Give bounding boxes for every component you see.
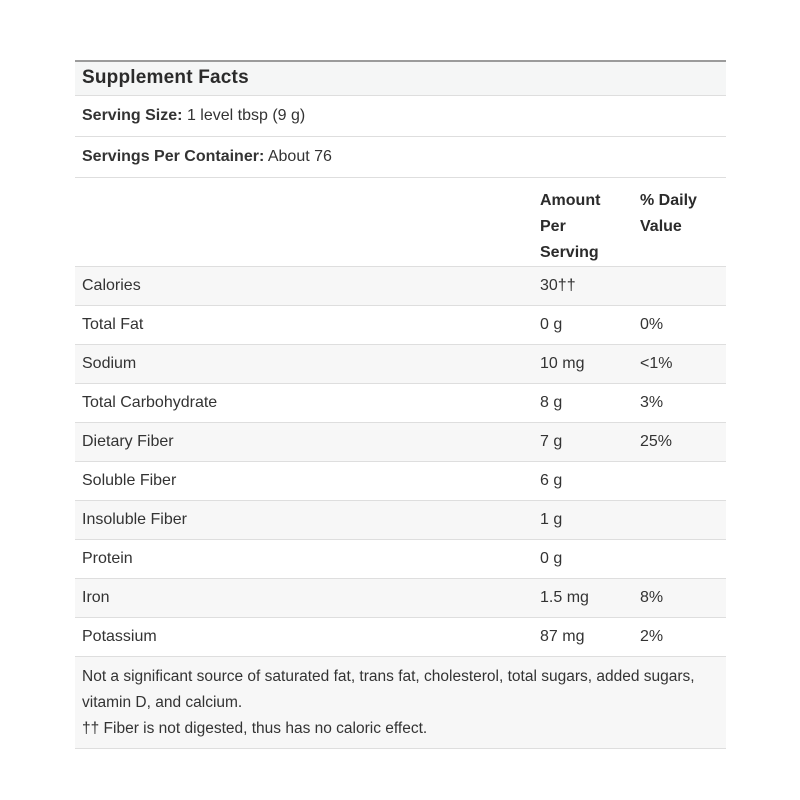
servings-per-container-value: About 76 xyxy=(267,148,332,165)
nutrient-dv: 0% xyxy=(640,316,664,333)
nutrient-name: Calories xyxy=(82,277,141,294)
footnotes: Not a significant source of saturated fa… xyxy=(75,657,726,749)
nutrient-row: Protein 0 g xyxy=(75,540,726,579)
column-header-row: Amount Per Serving % Daily Value xyxy=(75,178,726,267)
nutrient-row: Dietary Fiber 7 g 25% xyxy=(75,423,726,462)
nutrient-dv: 2% xyxy=(640,628,664,645)
nutrient-name: Protein xyxy=(82,550,133,567)
nutrient-dv: 3% xyxy=(640,394,664,411)
nutrient-dv: 25% xyxy=(640,433,673,450)
nutrient-amount: 0 g xyxy=(540,316,563,333)
serving-size-label: Serving Size: xyxy=(82,107,183,124)
nutrient-amount: 6 g xyxy=(540,472,563,489)
amount-per-serving-header: Amount Per Serving xyxy=(540,192,601,261)
nutrient-row: Total Carbohydrate 8 g 3% xyxy=(75,384,726,423)
nutrient-name: Dietary Fiber xyxy=(82,433,174,450)
nutrient-row: Soluble Fiber 6 g xyxy=(75,462,726,501)
nutrient-row: Potassium 87 mg 2% xyxy=(75,618,726,657)
nutrient-name: Potassium xyxy=(82,628,157,645)
nutrient-row: Calories 30†† xyxy=(75,267,726,306)
nutrient-row: Insoluble Fiber 1 g xyxy=(75,501,726,540)
nutrient-amount: 10 mg xyxy=(540,355,585,372)
nutrient-amount: 0 g xyxy=(540,550,563,567)
nutrient-name: Soluble Fiber xyxy=(82,472,177,489)
nutrient-row: Sodium 10 mg <1% xyxy=(75,345,726,384)
nutrient-dv: 8% xyxy=(640,589,664,606)
nutrient-name: Insoluble Fiber xyxy=(82,511,187,528)
percent-daily-value-header: % Daily Value xyxy=(640,192,697,235)
nutrient-name: Iron xyxy=(82,589,110,606)
nutrient-name: Total Fat xyxy=(82,316,144,333)
nutrient-row: Total Fat 0 g 0% xyxy=(75,306,726,345)
nutrient-row: Iron 1.5 mg 8% xyxy=(75,579,726,618)
footnote-fiber: †† Fiber is not digested, thus has no ca… xyxy=(82,720,428,737)
servings-per-container-row: Servings Per Container: About 76 xyxy=(75,137,726,178)
serving-size-row: Serving Size: 1 level tbsp (9 g) xyxy=(75,96,726,137)
nutrient-name: Total Carbohydrate xyxy=(82,394,218,411)
nutrient-amount: 87 mg xyxy=(540,628,585,645)
nutrient-dv: <1% xyxy=(640,355,673,372)
nutrient-amount: 1.5 mg xyxy=(540,589,589,606)
footnote-not-significant: Not a significant source of saturated fa… xyxy=(82,668,695,711)
supplement-facts-panel: Supplement Facts Serving Size: 1 level t… xyxy=(75,60,726,749)
panel-title: Supplement Facts xyxy=(75,62,726,96)
servings-per-container-label: Servings Per Container: xyxy=(82,148,265,165)
serving-size-value: 1 level tbsp (9 g) xyxy=(186,107,306,124)
nutrient-amount: 1 g xyxy=(540,511,563,528)
nutrient-amount: 7 g xyxy=(540,433,563,450)
nutrient-amount: 30†† xyxy=(540,277,576,294)
nutrient-amount: 8 g xyxy=(540,394,563,411)
nutrient-name: Sodium xyxy=(82,355,137,372)
